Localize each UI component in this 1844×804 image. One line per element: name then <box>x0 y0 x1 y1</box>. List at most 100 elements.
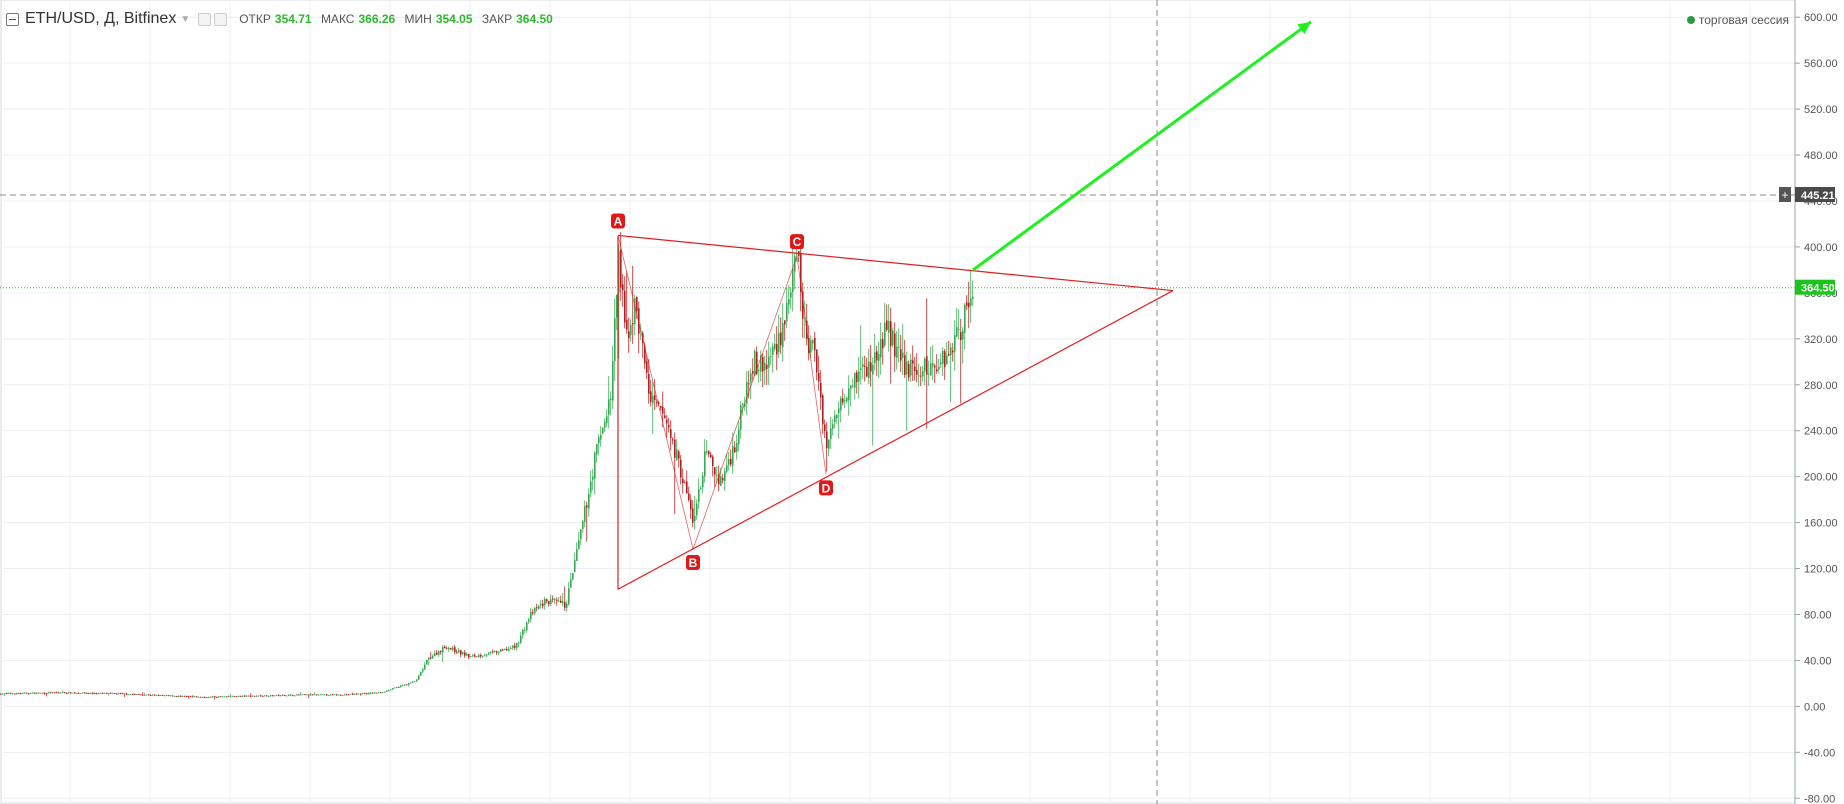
candle-body <box>116 693 118 695</box>
candle-body <box>504 648 506 651</box>
candle-body <box>352 693 354 695</box>
candle-body <box>922 371 924 377</box>
candle-body <box>602 427 604 434</box>
candle-body <box>518 642 520 644</box>
pattern-point-label: B <box>689 556 698 570</box>
candle-body <box>310 694 312 696</box>
candle-body <box>904 355 906 375</box>
candle-body <box>140 694 142 696</box>
candle-body <box>684 482 686 484</box>
candle-body <box>30 693 32 694</box>
pattern-point-label: C <box>793 235 802 249</box>
candle-body <box>106 693 108 694</box>
candle-body <box>84 692 86 694</box>
candle-body <box>916 369 918 375</box>
candle-body <box>728 459 730 465</box>
last-price-label: 364.50 <box>1801 283 1835 295</box>
candle-body <box>60 692 62 694</box>
candle-body <box>324 694 326 696</box>
candle-body <box>892 330 894 346</box>
candle-body <box>622 284 624 291</box>
candle-body <box>486 654 488 656</box>
candle-body <box>620 249 622 288</box>
candle-body <box>744 403 746 407</box>
candle-body <box>252 695 254 697</box>
candle-body <box>462 652 464 654</box>
candle-body <box>970 298 972 306</box>
candle-body <box>568 588 570 605</box>
candle-body <box>914 366 916 372</box>
candle-body <box>32 692 34 694</box>
candle-body <box>782 323 784 348</box>
candle-body <box>726 465 728 472</box>
candle-body <box>572 572 574 580</box>
symbol-title[interactable]: ETH/USD, Д, Bitfinex <box>25 10 177 27</box>
chevron-down-icon[interactable]: ▼ <box>180 13 191 25</box>
candle-body <box>168 695 170 697</box>
candle-body <box>878 354 880 361</box>
candle-body <box>440 650 442 652</box>
candle-body <box>358 693 360 695</box>
candle-body <box>272 695 274 697</box>
candle-body <box>454 647 456 653</box>
price-axis-tick-label: 400.00 <box>1804 242 1838 254</box>
candle-body <box>380 692 382 694</box>
candle-body <box>328 695 330 697</box>
candle-body <box>838 408 840 414</box>
low-value: 354.05 <box>435 12 473 26</box>
candle-body <box>34 692 36 694</box>
candle-body <box>544 598 546 606</box>
candle-body <box>846 397 848 402</box>
candle-body <box>972 296 974 300</box>
candle-body <box>22 692 24 694</box>
session-indicator[interactable]: торговая сессия <box>1686 13 1789 27</box>
price-axis-background <box>1795 0 1844 804</box>
candle-body <box>188 696 190 698</box>
candle-body <box>370 692 372 694</box>
candle-body <box>500 649 502 652</box>
candle-body <box>652 395 654 404</box>
candle-body <box>444 646 446 648</box>
pattern-point-label-bg <box>686 555 700 571</box>
candle-body <box>546 599 548 602</box>
candle-body <box>82 692 84 694</box>
candle-body <box>678 451 680 459</box>
candle-body <box>522 629 524 636</box>
candle-body <box>644 345 646 364</box>
candle-body <box>830 428 832 440</box>
eye-icon[interactable] <box>198 12 212 26</box>
candle-body <box>938 366 940 370</box>
candle-body <box>336 694 338 696</box>
candle-body <box>314 694 316 696</box>
ohlc-values: ОТКР 354.71 МАКС 366.26 МИН 354.05 ЗАКР 364.… <box>239 12 559 26</box>
candle-body <box>926 356 928 375</box>
candle-body <box>754 351 756 376</box>
candle-body <box>66 692 68 694</box>
candle-body <box>204 697 206 698</box>
candle-body <box>714 467 716 475</box>
candle-body <box>420 671 422 676</box>
settings-icon[interactable] <box>214 12 228 26</box>
candle-body <box>240 696 242 697</box>
collapse-legend-button[interactable] <box>6 12 19 26</box>
candle-body <box>674 439 676 458</box>
candle-body <box>72 692 74 694</box>
candle-body <box>364 693 366 695</box>
candle-body <box>716 475 718 476</box>
candle-body <box>606 416 608 423</box>
candle-body <box>594 452 596 479</box>
candle-body <box>776 344 778 355</box>
candle-body <box>742 404 744 405</box>
candle-body <box>360 693 362 695</box>
candle-body <box>956 327 958 337</box>
candle-body <box>560 600 562 603</box>
candle-body <box>874 352 876 363</box>
candle-body <box>120 693 122 695</box>
candle-body <box>10 693 12 694</box>
candle-body <box>190 696 192 698</box>
candle-body <box>196 696 198 698</box>
candle-body <box>90 692 92 694</box>
candle-body <box>274 695 276 697</box>
candle-body <box>496 651 498 653</box>
